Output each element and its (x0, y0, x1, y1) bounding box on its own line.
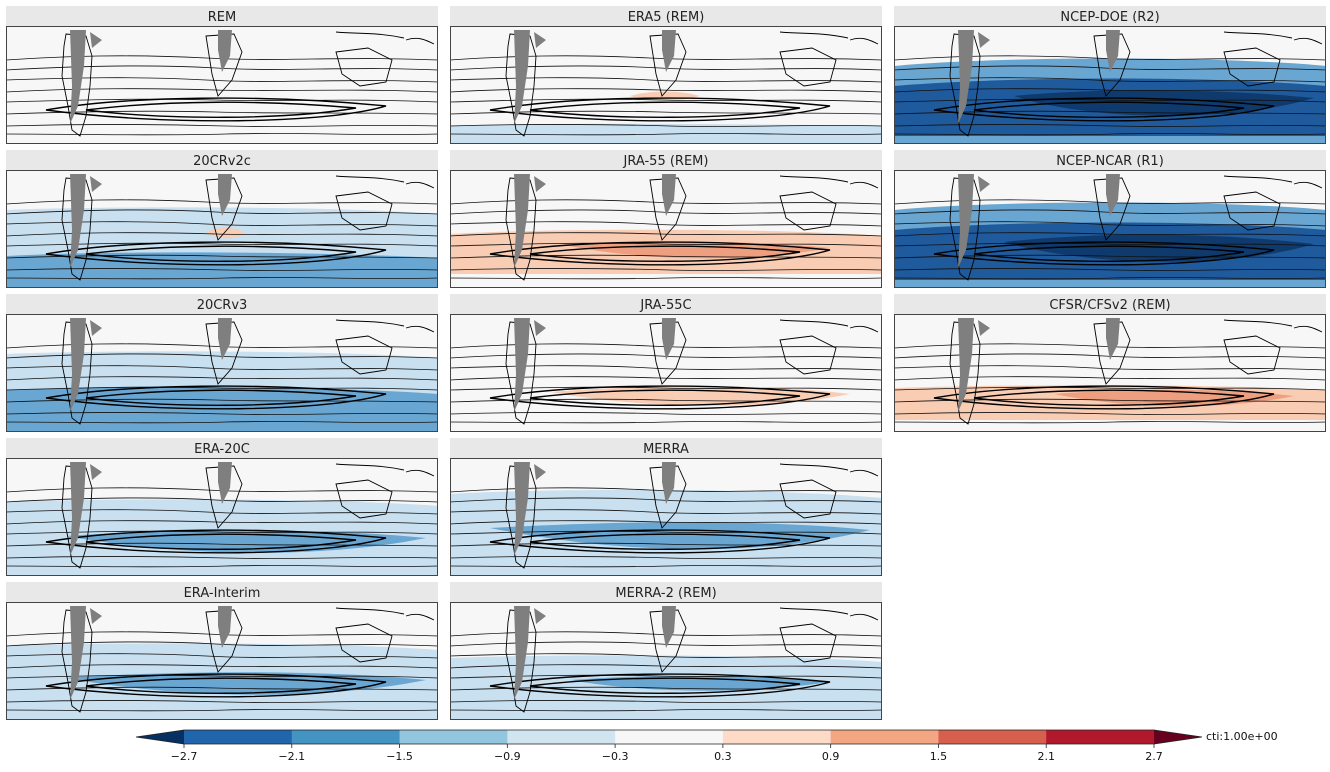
panel-title-bar (6, 294, 438, 314)
colorbar: −2.7 −2.1 −1.5 −0.9 −0.3 0.3 0.9 1.5 2.1 2.7 cti:1… (135, 729, 1278, 763)
map-panel: 20CRv2c (5, 150, 439, 288)
panel-title: MERRA (643, 442, 689, 457)
colorbar-tick-label: −1.5 (386, 750, 413, 763)
panel-title-bar (450, 150, 882, 170)
panel-title: MERRA-2 (REM) (615, 586, 716, 601)
panel-title: NCEP-DOE (R2) (1060, 10, 1159, 25)
panel-title-bar (6, 6, 438, 26)
map-panel: 20CRv3 (5, 294, 439, 432)
panel-title-bar (6, 438, 438, 458)
map-frame (450, 170, 882, 288)
anomaly-shading (206, 227, 246, 239)
map-frame (6, 170, 438, 288)
map-frame (6, 458, 438, 576)
map-frame (450, 458, 882, 576)
map-panel: JRA-55 (REM) (449, 150, 883, 288)
map-panel: JRA-55C (449, 294, 883, 432)
anomaly-shading (570, 241, 830, 259)
colorbar-segment (615, 730, 724, 744)
map-frame (894, 26, 1326, 144)
colorbar-under-arrow (136, 730, 184, 744)
colorbar-segment (938, 730, 1047, 744)
colorbar-segment (291, 730, 401, 744)
panel-map (893, 26, 1327, 144)
panel-title-bar (894, 150, 1326, 170)
panel-map (449, 602, 883, 720)
panel-map (449, 314, 883, 432)
map-frame (6, 26, 438, 144)
map-frame (450, 602, 882, 720)
colorbar-tick-label: 2.7 (1145, 750, 1163, 763)
panel-title: ERA-Interim (184, 586, 261, 601)
panel-title: NCEP-NCAR (R1) (1056, 154, 1164, 169)
colorbar-tick-label: 1.5 (930, 750, 948, 763)
panel-title: JRA-55C (639, 298, 691, 313)
map-panel: NCEP-NCAR (R1) (893, 150, 1327, 288)
colorbar-tick-label: 0.3 (714, 750, 732, 763)
map-panel: REM (5, 6, 439, 144)
panel-map (5, 26, 439, 144)
colorbar-tick-label: −0.3 (602, 750, 629, 763)
panel-title: 20CRv3 (197, 298, 248, 313)
colorbar-segment (399, 730, 508, 744)
panel-map (449, 26, 883, 144)
panel-title: ERA5 (REM) (628, 10, 705, 25)
colorbar-tick-label: 2.1 (1037, 750, 1055, 763)
panel-title-bar (450, 6, 882, 26)
colorbar-tick-label: −2.1 (278, 750, 305, 763)
panel-title: JRA-55 (REM) (623, 154, 709, 169)
map-frame (450, 26, 882, 144)
panel-map (5, 314, 439, 432)
map-panel: ERA-20C (5, 438, 439, 576)
colorbar-tick-label: −0.9 (494, 750, 521, 763)
map-panel: MERRA-2 (REM) (449, 582, 883, 720)
panel-map (893, 170, 1327, 288)
panel-map (449, 458, 883, 576)
anomaly-shading (1004, 234, 1314, 262)
colorbar-tick-label: −2.7 (171, 750, 198, 763)
panel-title-bar (450, 438, 882, 458)
panel-title: REM (208, 10, 236, 25)
panel-title-bar (450, 294, 882, 314)
anomaly-shading (570, 675, 830, 691)
map-frame (6, 602, 438, 720)
panel-title-bar (6, 150, 438, 170)
panel-title-bar (894, 6, 1326, 26)
panel-title-bar (6, 582, 438, 602)
map-panel: NCEP-DOE (R2) (893, 6, 1327, 144)
colorbar-over-arrow (1154, 730, 1202, 744)
panel-map (449, 170, 883, 288)
panel-title: ERA-20C (194, 442, 250, 457)
colorbar-segment (830, 730, 939, 744)
colorbar-segment (1046, 730, 1155, 744)
colorbar-segment (722, 730, 832, 744)
colorbar-segment (184, 730, 293, 744)
colorbar-tick-label: 0.9 (822, 750, 840, 763)
panel-map (5, 170, 439, 288)
panel-map (893, 314, 1327, 432)
colorbar-unit-label: cti:1.00e+00 (1206, 730, 1278, 743)
panel-title-bar (450, 582, 882, 602)
panel-map (5, 458, 439, 576)
map-frame (450, 314, 882, 432)
panel-map (5, 602, 439, 720)
colorbar-segment (507, 730, 616, 744)
map-panel: ERA5 (REM) (449, 6, 883, 144)
map-frame (894, 314, 1326, 432)
anomaly-shading (490, 522, 870, 550)
panel-title: 20CRv2c (193, 154, 251, 169)
map-panel: CFSR/CFSv2 (REM) (893, 294, 1327, 432)
map-frame (894, 170, 1326, 288)
map-panel: MERRA (449, 438, 883, 576)
panel-title-bar (894, 294, 1326, 314)
map-frame (6, 314, 438, 432)
panel-title: CFSR/CFSv2 (REM) (1049, 298, 1170, 313)
map-panel: ERA-Interim (5, 582, 439, 720)
